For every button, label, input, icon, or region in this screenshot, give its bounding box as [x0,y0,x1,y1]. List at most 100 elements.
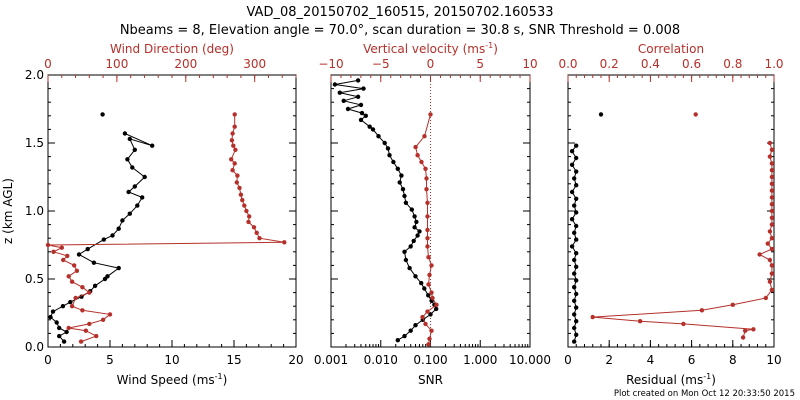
top-tick-label: 5 [476,57,484,71]
right-residual-top-level-point [598,112,604,117]
middle-snr-point [358,117,364,123]
middle-snr-point [412,225,417,230]
left-wind-direction-point [51,249,56,254]
right-correlation-profile-point [767,279,773,284]
right-correlation-profile-point [757,252,762,257]
left-wind-direction-point [232,112,237,117]
left-wind-speed-point [64,329,69,335]
middle-snr-point [422,286,427,291]
left-wind-speed-point [135,203,140,208]
right-residual-point [574,251,579,256]
left-wind-speed-line [49,133,153,342]
middle-snr-point [403,200,409,205]
right-correlation-profile-point [743,328,748,333]
left-wind-speed-point [57,325,62,331]
left-wind-speed-point [85,246,90,252]
left-top-axis-label-text: Wind Direction (deg) [110,42,234,56]
left-wind-speed-point [101,237,107,242]
left-wind-speed-point [142,174,147,180]
left-wind-direction-point [234,180,239,185]
right-residual-point [572,339,577,344]
bottom-tick-label: 10.000 [509,353,551,367]
left-wind-direction-point [244,208,249,214]
left-wind-direction-point [59,245,64,250]
left-wind-direction-point [87,290,92,295]
middle-vertical-velocity-point [425,200,430,205]
right-residual-point [572,312,577,317]
right-correlation-profile-line [592,142,773,338]
right-correlation-profile-point [769,271,775,276]
middle-snr-point [417,229,422,234]
left-wind-direction-point [229,157,234,162]
middle-vertical-velocity-point [413,144,418,150]
right-residual-point [574,143,579,148]
right-top-axis-label-text: Correlation [638,42,704,56]
left-wind-direction-point [233,147,238,152]
left-wind-direction-point [74,268,80,273]
middle-snr-point [370,127,376,132]
right-correlation-profile-point [769,195,775,200]
right-correlation-profile-point [767,257,773,263]
right-correlation-profile-point [769,168,775,173]
right-correlation-profile-point [769,174,775,180]
left-wind-direction-point [45,242,51,248]
middle-snr-point [434,306,439,312]
middle-bottom-axis-label: SNR [418,373,443,387]
middle-snr-point [412,214,417,219]
right-correlation-profile-point [769,161,775,166]
right-residual-point [569,189,575,195]
middle-top-axis-label-text: Vertical velocity (ms [363,42,485,56]
y-tick-label: 0.0 [25,340,44,354]
left-wind-direction-point [78,339,84,344]
right-bottom-axis-label-exponent: -1 [703,372,711,381]
right-residual-point [574,264,579,269]
top-tick-label: 300 [243,57,266,71]
middle-snr-point [395,166,400,171]
bottom-tick-label: 4 [647,353,655,367]
bottom-tick-label: 0.010 [364,353,398,367]
left-wind-direction-point [246,219,251,225]
right-residual-point [572,257,577,263]
top-tick-label: 0.4 [641,57,660,71]
left-wind-speed-point [140,195,145,200]
middle-vertical-velocity-point [415,153,420,158]
middle-vertical-velocity-point [427,336,432,341]
middle-snr-point [376,134,381,139]
left-wind-direction-point [107,312,113,317]
left-wind-speed-point [132,147,137,152]
middle-snr-point [428,312,433,317]
right-correlation-profile-point [769,208,775,214]
left-wind-speed-top-level-point [100,112,105,117]
top-tick-label: −5 [372,57,390,71]
title-line-2: Nbeams = 8, Elevation angle = 70.0°, sca… [120,23,680,38]
right-residual-point [574,155,579,161]
right-residual-point [572,298,577,303]
middle-vertical-velocity-point [423,166,428,171]
right-correlation-profile-point [767,229,773,234]
middle-snr-point [411,238,416,244]
right-residual-point [574,291,579,297]
middle-snr-point [408,244,413,249]
top-tick-label: 0 [44,57,52,71]
middle-snr-point [385,146,391,151]
right-bottom-axis-label-text: Residual (ms [626,373,703,387]
middle-vertical-velocity-point [425,214,430,219]
left-wind-direction-point [87,321,92,327]
right-residual-point [574,319,579,324]
bottom-tick-label: 20 [288,353,303,367]
left-wind-direction-point [230,131,235,136]
left-wind-direction-point [69,304,75,309]
right-correlation-profile-point [751,327,756,332]
right-correlation-point [693,112,698,117]
left-wind-direction-point [80,308,85,313]
left-wind-speed-point [48,314,53,320]
middle-vertical-velocity-point [429,328,434,333]
right-correlation-profile-point [763,295,768,301]
left-wind-direction-point [65,253,70,259]
right-correlation-profile-point [767,154,773,159]
bottom-tick-label: 0.001 [314,353,348,367]
bottom-tick-label: 0.100 [413,353,447,367]
right-correlation-profile-point [765,241,770,246]
top-tick-label: 0.0 [558,57,577,71]
left-wind-direction-point [242,203,247,208]
